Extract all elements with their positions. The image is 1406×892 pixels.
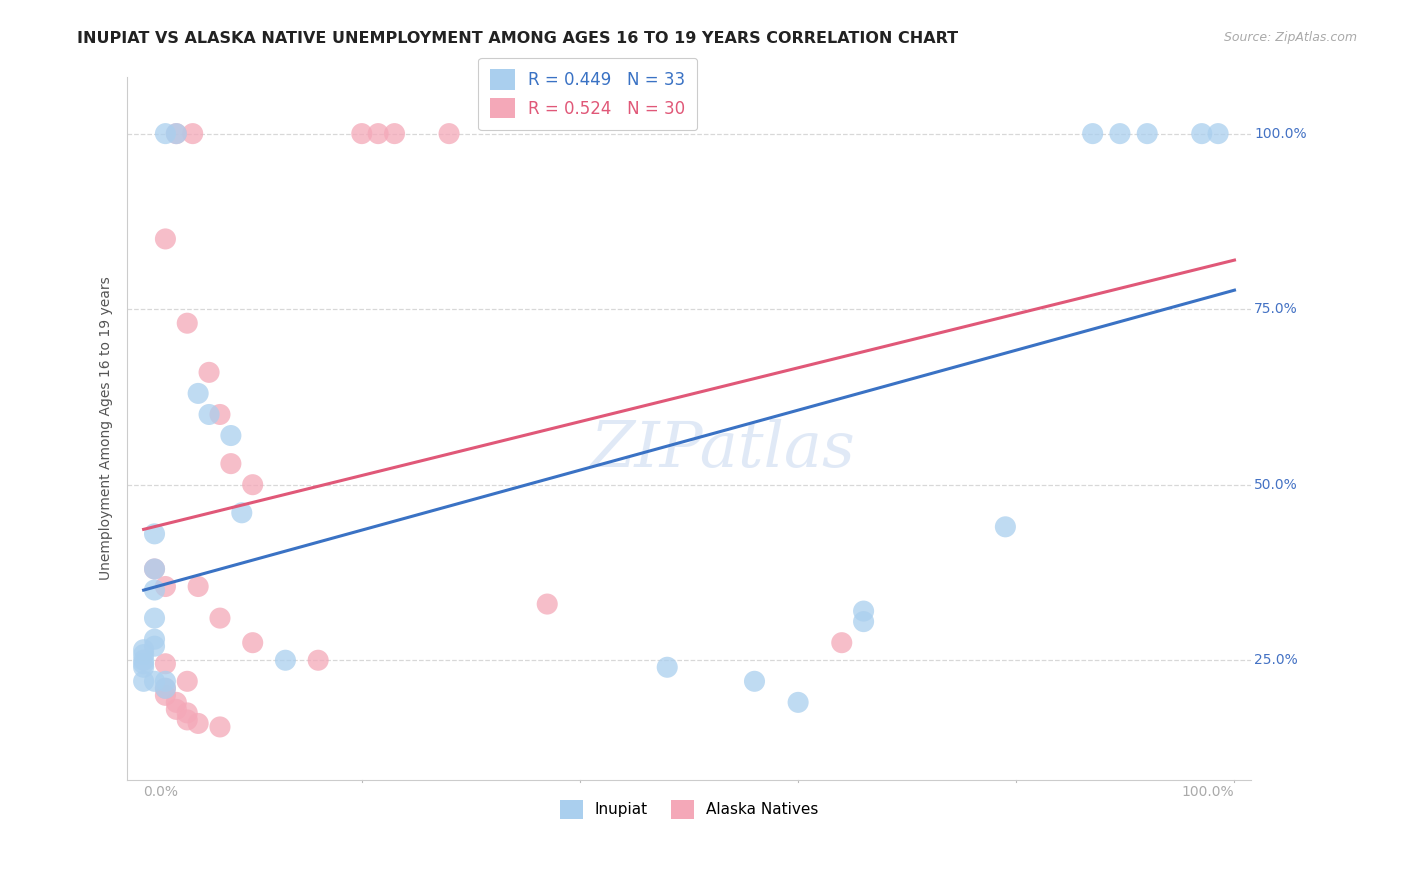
Point [994, 520, 1017, 534]
Text: 75.0%: 75.0% [1254, 302, 1298, 316]
Point [219, 428, 242, 442]
Text: Source: ZipAtlas.com: Source: ZipAtlas.com [1223, 31, 1357, 45]
Point [165, 695, 187, 709]
Point [165, 702, 187, 716]
Point [852, 615, 875, 629]
Point [155, 580, 177, 594]
Point [787, 695, 810, 709]
Point [155, 689, 177, 703]
Point [143, 632, 166, 647]
Point [176, 713, 198, 727]
Point [350, 127, 373, 141]
Point [384, 127, 406, 141]
Point [231, 506, 253, 520]
Point [132, 648, 155, 662]
Point [132, 657, 155, 671]
Text: 100.0%: 100.0% [1254, 127, 1306, 141]
Point [437, 127, 460, 141]
Point [831, 635, 853, 649]
Point [143, 582, 166, 597]
Point [1136, 127, 1159, 141]
Point [187, 580, 209, 594]
Point [536, 597, 558, 611]
Point [132, 660, 155, 674]
Point [198, 408, 221, 422]
Point [165, 127, 187, 141]
Point [165, 127, 187, 141]
Point [242, 635, 264, 649]
Point [208, 611, 231, 625]
Point [176, 706, 198, 720]
Point [187, 386, 209, 401]
Point [143, 611, 166, 625]
Point [208, 720, 231, 734]
Point [155, 232, 177, 246]
Point [744, 674, 766, 689]
Point [132, 642, 155, 657]
Point [143, 674, 166, 689]
Point [1206, 127, 1229, 141]
Text: 50.0%: 50.0% [1254, 478, 1298, 491]
Point [155, 657, 177, 671]
Text: 0.0%: 0.0% [143, 785, 179, 799]
Legend: Inupiat, Alaska Natives: Inupiat, Alaska Natives [554, 794, 824, 824]
Text: INUPIAT VS ALASKA NATIVE UNEMPLOYMENT AMONG AGES 16 TO 19 YEARS CORRELATION CHAR: INUPIAT VS ALASKA NATIVE UNEMPLOYMENT AM… [77, 31, 959, 46]
Point [132, 674, 155, 689]
Point [181, 127, 204, 141]
Point [307, 653, 329, 667]
Point [155, 681, 177, 696]
Point [155, 681, 177, 696]
Point [219, 457, 242, 471]
Text: 100.0%: 100.0% [1182, 785, 1234, 799]
Point [143, 562, 166, 576]
Point [208, 408, 231, 422]
Point [852, 604, 875, 618]
Point [657, 660, 679, 674]
Point [1081, 127, 1104, 141]
Point [367, 127, 389, 141]
Point [155, 127, 177, 141]
Point [176, 674, 198, 689]
Point [1109, 127, 1132, 141]
Point [132, 653, 155, 667]
Point [176, 316, 198, 330]
Point [143, 562, 166, 576]
Point [143, 639, 166, 653]
Y-axis label: Unemployment Among Ages 16 to 19 years: Unemployment Among Ages 16 to 19 years [100, 277, 114, 581]
Text: 25.0%: 25.0% [1254, 653, 1298, 667]
Point [155, 674, 177, 689]
Point [198, 365, 221, 379]
Point [143, 526, 166, 541]
Point [242, 477, 264, 491]
Point [187, 716, 209, 731]
Point [1191, 127, 1213, 141]
Point [274, 653, 297, 667]
Text: ZIPatlas: ZIPatlas [591, 419, 855, 481]
